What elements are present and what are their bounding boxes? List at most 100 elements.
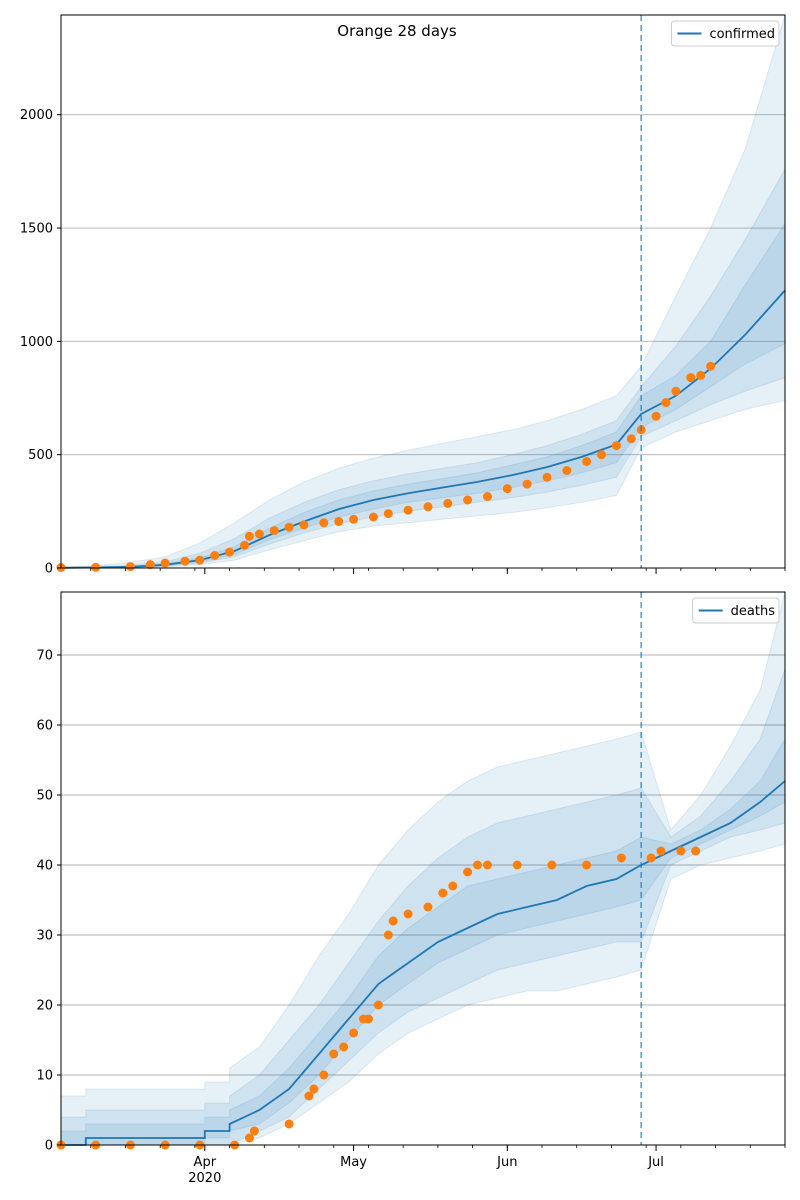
deaths-observed-point: [512, 860, 522, 870]
deaths-observed-point: [309, 1084, 319, 1094]
confirmed-observed-point: [334, 517, 344, 526]
confirmed-observed-point: [269, 526, 279, 536]
deaths-y-tick-label: 20: [36, 999, 53, 1014]
deaths-y-tick-label: 70: [36, 649, 53, 664]
confirmed-observed-point: [240, 540, 249, 550]
confirmed-legend: confirmed: [670, 20, 780, 47]
confirmed-observed-point: [626, 434, 636, 444]
confirmed-observed-point: [597, 450, 606, 460]
confirmed-observed-point: [562, 466, 572, 475]
deaths-observed-point: [329, 1049, 339, 1059]
deaths-observed-point: [339, 1042, 349, 1052]
confirmed-observed-point: [210, 551, 220, 560]
deaths-band-inner: [60, 737, 786, 1146]
deaths-plot-frame: [60, 591, 786, 1146]
confirmed-observed-point: [160, 558, 170, 568]
confirmed-legend-box: [670, 20, 780, 47]
confirmed-y-tick-label: 500: [28, 448, 53, 463]
x-tick-label: Apr: [194, 1155, 217, 1170]
x-tick-year-label: 2020: [188, 1171, 221, 1186]
deaths-band-outer: [60, 591, 786, 1146]
deaths-y-tick-label: 40: [36, 859, 53, 874]
confirmed-observed-point: [145, 560, 155, 570]
deaths-observed-point: [676, 846, 686, 856]
deaths-observed-point: [473, 860, 482, 870]
deaths-observed-point: [364, 1014, 373, 1024]
deaths-observed-point: [463, 867, 473, 877]
deaths-observed-point: [403, 909, 413, 919]
deaths-band-middle: [60, 668, 786, 1146]
deaths-observed-point: [423, 902, 433, 912]
confirmed-x-axis: [90, 568, 786, 574]
deaths-legend-box: [692, 597, 780, 624]
deaths-model-line: [61, 780, 786, 1146]
confirmed-y-tick-label: 1500: [20, 222, 53, 237]
confirmed-observed-point: [284, 522, 294, 532]
confirmed-plot-frame: [60, 14, 786, 569]
x-tick-label: Jun: [496, 1155, 517, 1170]
confirmed-observed-point: [225, 547, 235, 557]
deaths-observed-point: [388, 916, 398, 926]
confirmed-observed-point: [125, 562, 135, 572]
confirmed-observed-point: [180, 556, 190, 566]
confirmed-observed-point: [542, 472, 552, 482]
deaths-observed-point: [244, 1133, 254, 1143]
confirmed-bands: [60, 14, 786, 569]
deaths-y-tick-label: 30: [36, 929, 53, 944]
confirmed-observed-point: [299, 520, 309, 530]
confirmed-y-tick-label: 0: [45, 562, 53, 577]
confirmed-observed-point: [582, 457, 592, 466]
confirmed-observed-point: [651, 411, 661, 421]
x-tick-label: Jul: [647, 1155, 664, 1170]
confirmed-band-middle: [60, 167, 786, 569]
deaths-y-axis: 0 10 20 30 40 50 60 70: [36, 649, 61, 1154]
confirmed-observed-points: [56, 361, 716, 572]
deaths-observed-point: [646, 853, 656, 863]
confirmed-observed-point: [661, 398, 671, 408]
confirmed-observed-point: [463, 495, 473, 505]
confirmed-observed-point: [368, 512, 378, 522]
deaths-observed-point: [383, 930, 393, 940]
confirmed-observed-point: [254, 529, 264, 539]
confirmed-observed-point: [91, 562, 101, 572]
confirmed-observed-point: [423, 502, 433, 512]
deaths-y-tick-label: 10: [36, 1069, 53, 1084]
confirmed-observed-point: [483, 492, 492, 502]
confirmed-y-axis: 0 500 1000 1500 2000: [20, 108, 61, 577]
confirmed-observed-point: [349, 514, 359, 524]
confirmed-observed-point: [319, 518, 329, 528]
deaths-observed-point: [448, 881, 458, 891]
deaths-observed-point: [616, 853, 626, 863]
deaths-observed-point: [249, 1126, 259, 1136]
confirmed-observed-point: [403, 505, 413, 515]
confirmed-panel: 0 500 1000 1500 2000 confirmed: [20, 14, 786, 577]
confirmed-observed-point: [195, 555, 205, 565]
deaths-observed-point: [656, 846, 666, 856]
deaths-legend-label: deaths: [731, 604, 776, 619]
x-tick-label: May: [340, 1155, 367, 1170]
deaths-observed-point: [438, 888, 448, 898]
deaths-observed-point: [483, 860, 492, 870]
deaths-observed-point: [319, 1070, 329, 1080]
deaths-observed-point: [284, 1119, 294, 1129]
confirmed-observed-point: [696, 370, 706, 380]
deaths-y-tick-label: 50: [36, 789, 53, 804]
deaths-observed-point: [691, 846, 701, 856]
confirmed-y-tick-label: 2000: [20, 108, 53, 123]
deaths-y-tick-label: 0: [45, 1139, 53, 1154]
deaths-observed-point: [373, 1000, 383, 1010]
confirmed-observed-point: [611, 441, 621, 451]
confirmed-observed-point: [502, 484, 512, 494]
deaths-observed-point: [582, 860, 592, 870]
confirmed-observed-point: [706, 361, 716, 371]
deaths-observed-point: [349, 1028, 359, 1038]
deaths-observed-points: [56, 846, 701, 1150]
deaths-legend: deaths: [692, 597, 780, 624]
figure-title: Orange 28 days: [337, 22, 457, 40]
confirmed-observed-point: [522, 479, 532, 489]
confirmed-observed-point: [244, 531, 254, 541]
confirmed-y-tick-label: 1000: [20, 335, 53, 350]
